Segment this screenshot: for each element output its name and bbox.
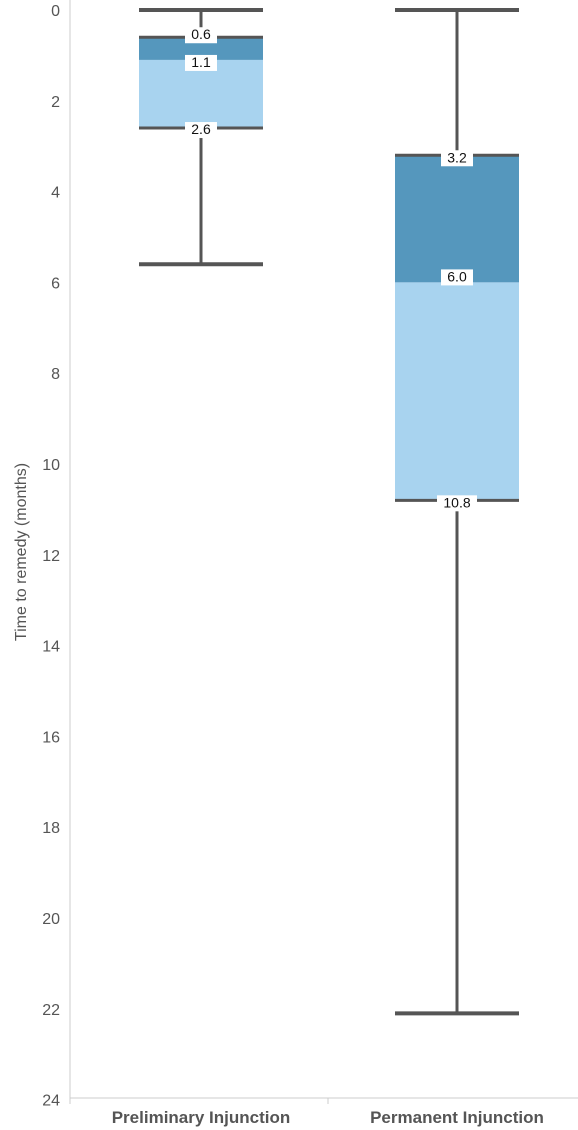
data-label-bg [441,150,473,167]
y-tick-label: 2 [51,94,60,111]
box-lower-half [395,282,519,501]
data-label-q3: 10.8 [443,494,470,510]
data-label-bg [185,122,217,139]
y-tick-label: 12 [42,548,60,565]
y-tick-label: 10 [42,457,60,474]
data-label-median: 1.1 [191,54,211,70]
y-tick-label: 0 [51,3,60,20]
y-tick-label: 14 [42,639,60,656]
boxes: 0.6 1.1 2.6 3.2 6.0 10.8 [139,8,519,1016]
y-tick-label: 22 [42,1002,60,1019]
y-tick-label: 16 [42,729,60,746]
x-category-label: Preliminary Injunction [112,1108,291,1127]
category-labels: Preliminary Injunction Permanent Injuncti… [112,1108,544,1127]
y-axis-title: Time to remedy (months) [13,463,30,641]
box-lower-half [139,59,263,129]
data-label-bg [437,495,477,512]
data-label-q3: 2.6 [191,121,211,137]
box-upper-half [395,155,519,283]
y-tick-label: 6 [51,275,60,292]
x-category-label: Permanent Injunction [370,1108,544,1127]
data-label-bg [185,54,217,71]
y-tick-label: 4 [51,185,60,202]
data-label-bg [185,27,217,44]
y-tick-label: 24 [42,1093,60,1110]
y-tick-label: 20 [42,911,60,928]
data-label-q1: 3.2 [447,149,467,165]
y-tick-label: 18 [42,820,60,837]
data-label-q1: 0.6 [191,26,211,42]
box-permanent-injunction: 3.2 6.0 10.8 [395,8,519,1016]
data-label-median: 6.0 [447,268,467,284]
box-upper-half [139,37,263,60]
box-preliminary-injunction: 0.6 1.1 2.6 [139,8,263,267]
data-label-bg [441,269,473,286]
y-tick-label: 8 [51,366,60,383]
